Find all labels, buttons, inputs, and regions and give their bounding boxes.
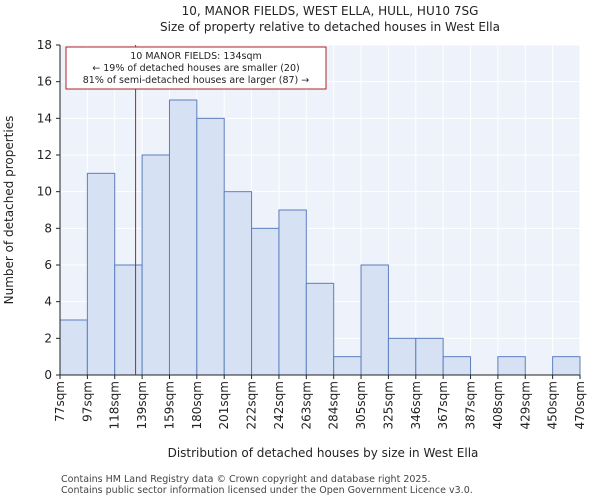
footer-line-2: Contains public sector information licen… <box>61 485 473 496</box>
histogram-bar <box>86 172 116 376</box>
histogram-bar <box>333 356 362 376</box>
y-axis-label: Number of detached properties <box>2 116 16 305</box>
x-tick-labels: 77sqm 97sqm 118sqm 139sqm 159sqm 180sqm 201sqm… <box>53 375 587 429</box>
y-tick-label: 2 <box>44 331 52 345</box>
y-tick-label: 12 <box>37 148 52 162</box>
x-tick-label: 159sqm <box>162 381 176 429</box>
y-tick-label: 16 <box>37 75 52 89</box>
property-marker: 10 MANOR FIELDS: 134sqm← 19% of detached… <box>65 45 327 375</box>
y-tick-label: 0 <box>44 368 52 382</box>
histogram-bar <box>59 319 88 376</box>
x-tick-label: 284sqm <box>327 381 341 429</box>
x-tick-label: 387sqm <box>464 381 478 429</box>
footer-line-1: Contains HM Land Registry data © Crown c… <box>61 474 431 485</box>
histogram-bar <box>552 356 581 376</box>
y-tick-label: 4 <box>44 295 52 309</box>
histogram-bar <box>114 264 143 376</box>
histogram-bar <box>168 99 198 376</box>
x-tick-label: 346sqm <box>409 381 423 429</box>
histogram-bar <box>196 117 225 376</box>
annotation-box <box>65 46 327 90</box>
x-tick-label: 97sqm <box>80 381 94 422</box>
chart-subtitle: Size of property relative to detached ho… <box>160 20 500 34</box>
x-tick-label: 139sqm <box>135 381 149 429</box>
x-tick-label: 367sqm <box>436 381 450 429</box>
x-tick-label: 77sqm <box>53 381 67 422</box>
x-tick-label: 325sqm <box>381 381 395 429</box>
y-tick-label: 14 <box>37 111 52 125</box>
y-tick-label: 18 <box>37 38 52 52</box>
x-tick-label: 450sqm <box>546 381 560 429</box>
x-tick-label: 222sqm <box>245 381 259 429</box>
histogram-bar <box>387 337 417 376</box>
histogram-bar <box>223 191 253 376</box>
histogram-bar <box>251 227 280 376</box>
x-tick-label: 118sqm <box>108 381 122 429</box>
x-tick-label: 180sqm <box>190 381 204 429</box>
histogram-bar <box>497 356 526 376</box>
x-axis-label: Distribution of detached houses by size … <box>168 446 479 460</box>
histogram-bar <box>305 282 335 376</box>
histogram-bar <box>278 209 307 376</box>
x-tick-label: 242sqm <box>272 381 286 429</box>
x-tick-label: 408sqm <box>491 381 505 429</box>
annotation-line: ← 19% of detached houses are smaller (20… <box>92 63 299 74</box>
annotation-line: 10 MANOR FIELDS: 134sqm <box>130 51 262 62</box>
annotation-line: 81% of semi-detached houses are larger (… <box>83 75 310 86</box>
x-tick-label: 263sqm <box>299 381 313 429</box>
histogram-bar <box>360 264 389 376</box>
y-tick-label: 6 <box>44 258 52 272</box>
x-tick-label: 201sqm <box>217 381 231 429</box>
histogram-bar <box>415 337 444 376</box>
x-tick-label: 470sqm <box>573 381 587 429</box>
histogram-bar <box>442 356 472 376</box>
x-tick-label: 429sqm <box>518 381 532 429</box>
y-tick-label: 8 <box>44 221 52 235</box>
chart-title: 10, MANOR FIELDS, WEST ELLA, HULL, HU10 … <box>182 4 479 18</box>
y-tick-labels: 0 2 4 6 8 10 12 14 16 18 <box>37 38 60 382</box>
footer: Contains HM Land Registry data © Crown c… <box>61 474 473 496</box>
bars-group <box>59 99 581 376</box>
axes-group <box>59 45 580 376</box>
x-tick-label: 305sqm <box>354 381 368 429</box>
y-tick-label: 10 <box>37 185 52 199</box>
histogram-bar <box>141 154 170 376</box>
